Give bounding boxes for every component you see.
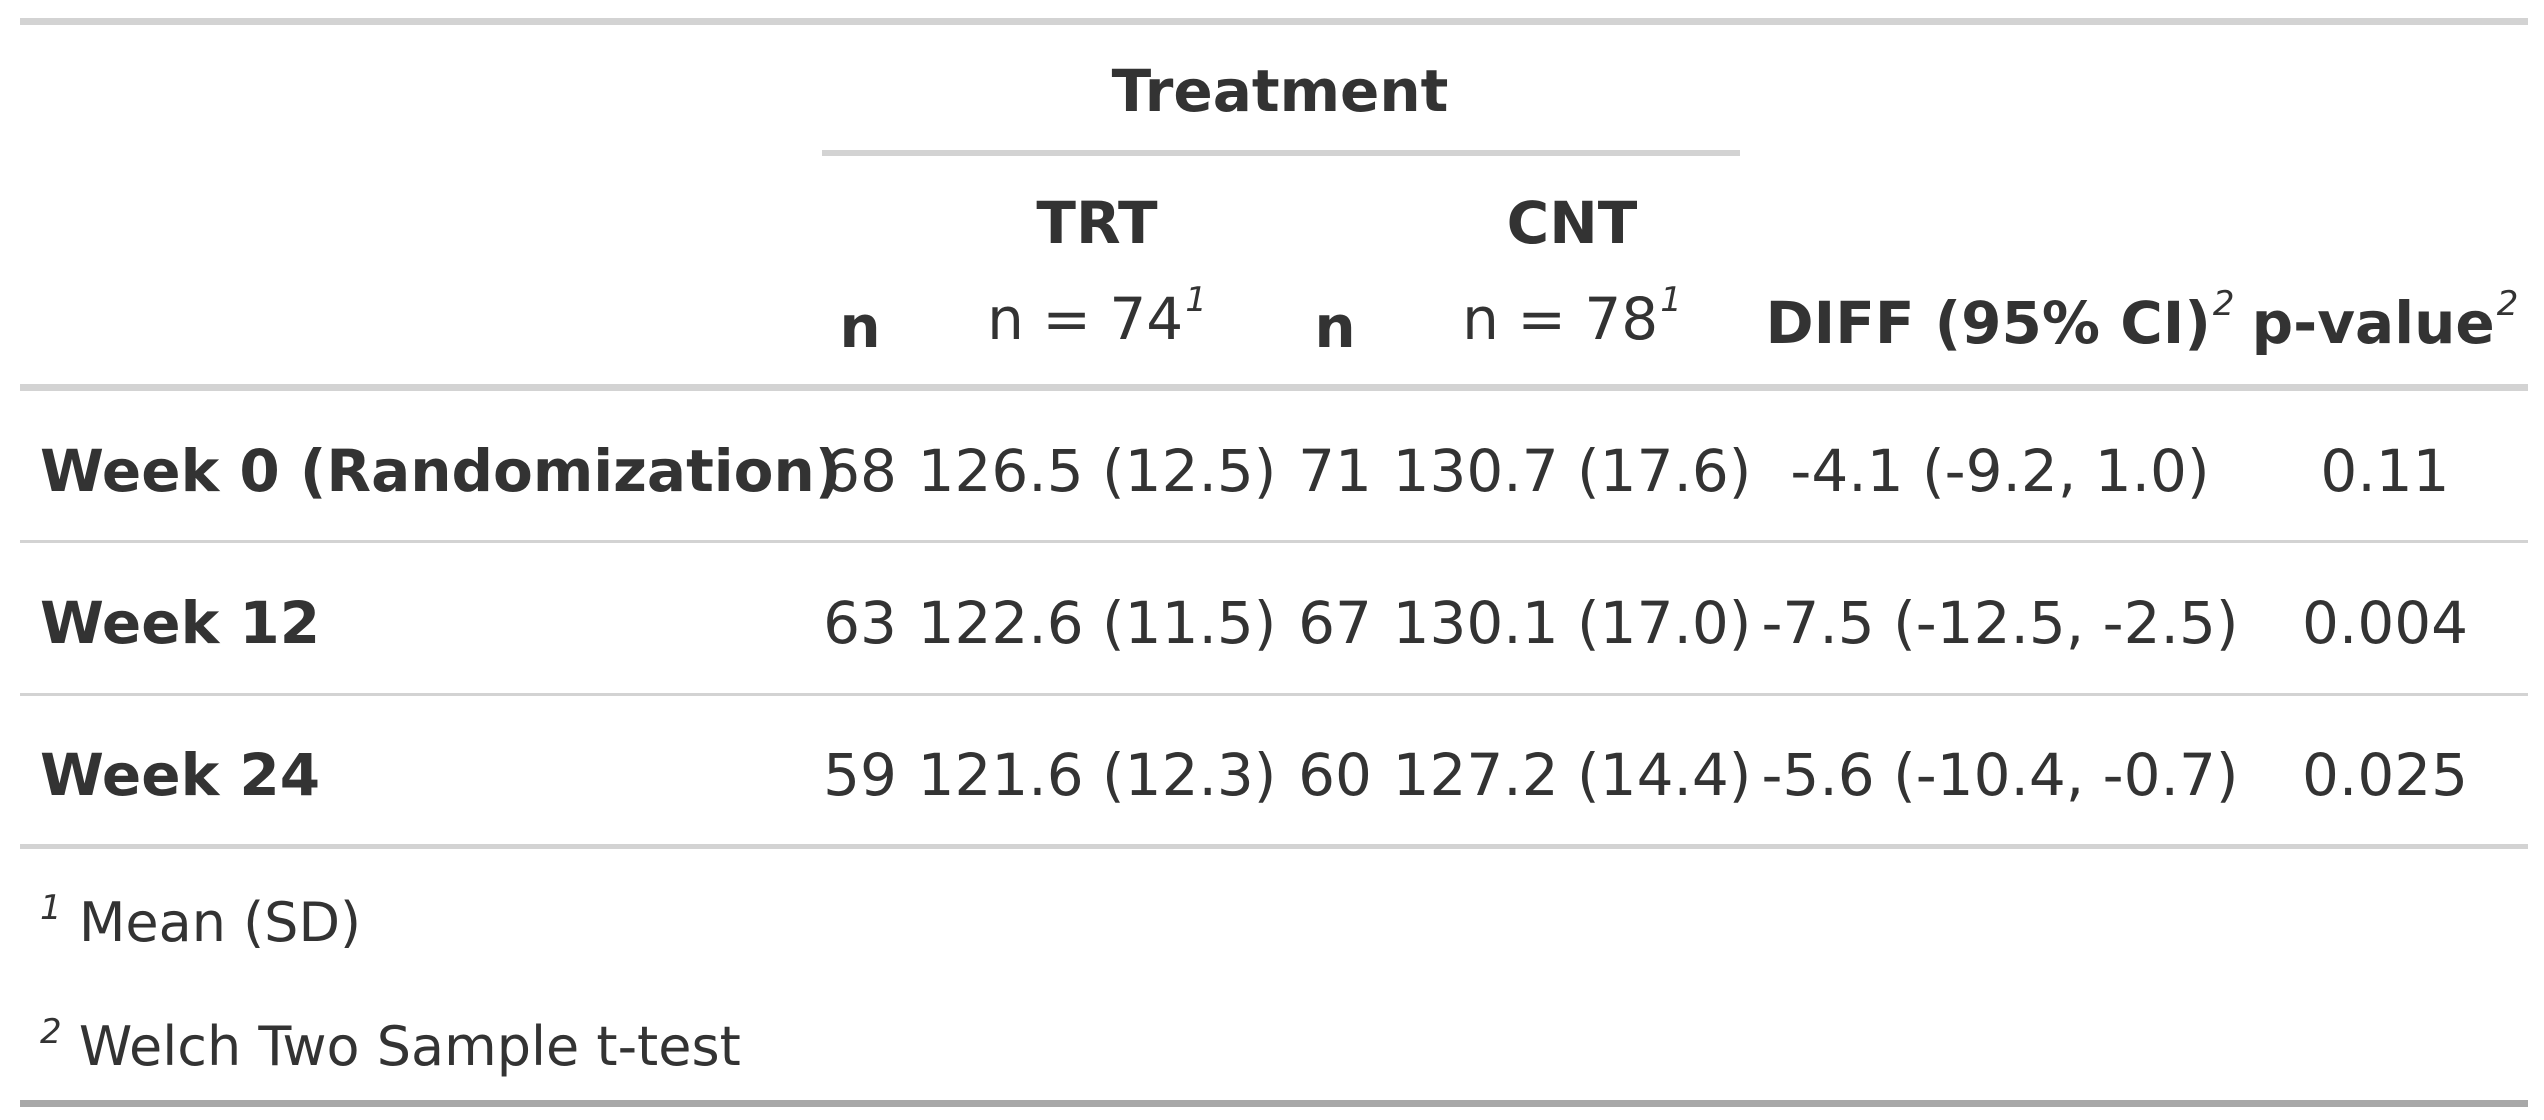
cell-diff: -7.5 (-12.5, -2.5) [1761,589,2239,657]
top-border [20,18,2528,25]
cell-trt-n: 59 [823,741,897,809]
cell-trt-n: 63 [823,589,897,657]
footnote-mark: 2 [2212,284,2235,324]
cell-cnt-n: 71 [1298,437,1372,505]
cell-trt-stat: 122.6 (11.5) [917,589,1277,657]
footnote-mark: 1 [1185,280,1207,320]
row-divider [20,693,2528,696]
cell-cnt-n: 67 [1298,589,1372,657]
column-header-trt-n: n [839,293,881,361]
cell-cnt-stat: 130.7 (17.6) [1392,437,1752,505]
group-header-trt: TRT [1036,189,1158,257]
footnote: 1 Mean (SD) [40,891,361,950]
footnote-mark: 2 [2496,284,2519,324]
cell-cnt-stat: 127.2 (14.4) [1392,741,1752,809]
spanner-underline [822,150,1740,156]
cell-cnt-stat: 130.1 (17.0) [1392,589,1752,657]
footnote-mark: 2 [40,1012,62,1052]
cell-trt-stat: 121.6 (12.3) [917,741,1277,809]
cell-cnt-n: 60 [1298,741,1372,809]
cell-pvalue: 0.11 [2320,437,2450,505]
column-header-cnt-count: n = 781 [1462,283,1682,348]
cnt-count-label: n = 78 [1462,285,1659,353]
footnote-text: Mean (SD) [78,891,362,954]
cell-trt-stat: 126.5 (12.5) [917,437,1277,505]
diff-header-label: DIFF (95% CI) [1765,289,2211,357]
footnote-text: Welch Two Sample t-test [78,1015,741,1078]
body-bottom-border [20,844,2528,849]
cell-pvalue: 0.004 [2301,589,2469,657]
bottom-border [20,1100,2528,1107]
cell-trt-n: 68 [823,437,897,505]
column-header-pvalue: p-value2 [2252,287,2519,352]
spanner-label: Treatment [1111,57,1449,125]
row-label: Week 24 [40,741,321,809]
column-header-diff: DIFF (95% CI)2 [1766,287,2235,352]
cell-diff: -4.1 (-9.2, 1.0) [1790,437,2210,505]
cell-diff: -5.6 (-10.4, -0.7) [1761,741,2239,809]
footnote-mark: 1 [1660,280,1682,320]
trt-count-label: n = 74 [987,285,1184,353]
column-header-trt-count: n = 741 [987,283,1207,348]
cell-pvalue: 0.025 [2301,741,2469,809]
column-header-cnt-n: n [1314,293,1356,361]
pvalue-header-label: p-value [2251,289,2495,357]
header-bottom-border [20,384,2528,391]
footnote-mark: 1 [40,888,62,928]
row-divider [20,540,2528,543]
footnote: 2 Welch Two Sample t-test [40,1015,741,1074]
group-header-cnt: CNT [1506,189,1638,257]
row-label: Week 12 [40,589,321,657]
row-label: Week 0 (Randomization) [40,437,842,505]
